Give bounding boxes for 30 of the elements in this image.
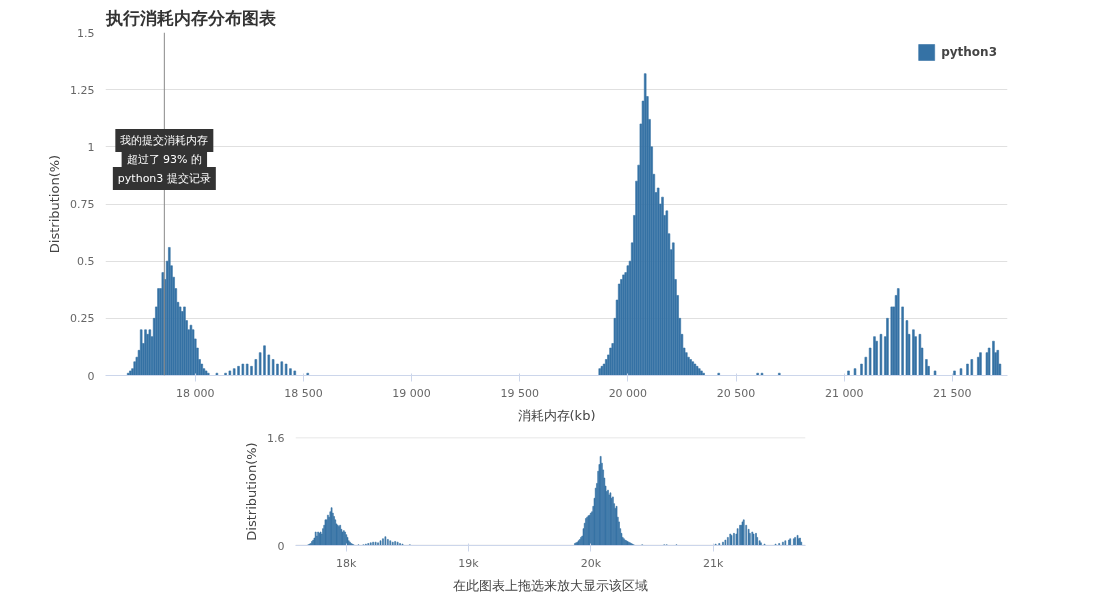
y-tick-label: 0: [277, 539, 285, 553]
x-axis-title: 消耗内存(kb): [517, 407, 596, 423]
x-tick-label: 21 000: [824, 386, 864, 400]
y-tick-label: 1: [87, 140, 95, 154]
y-axis-title: Distribution(%): [47, 154, 63, 254]
x-tick-label: 20k: [580, 556, 602, 570]
x-axis-title: 在此图表上拖选来放大显示该区域: [453, 577, 648, 593]
y-tick-label: 0.5: [77, 255, 95, 269]
x-tick-label: 19k: [458, 556, 480, 570]
y-tick-label: 0.75: [70, 198, 95, 211]
chart-title: 执行消耗内存分布图表: [104, 7, 277, 28]
y-tick-label: 0.25: [70, 312, 95, 326]
x-tick-label: 18k: [336, 556, 358, 570]
legend-label: python3: [941, 45, 997, 59]
annotation: 我的提交消耗内存: [120, 133, 209, 147]
y-tick-label: 0: [87, 369, 95, 383]
x-tick-label: 20 000: [608, 386, 648, 400]
y-axis-title: Distribution(%): [244, 442, 260, 541]
x-tick-label: 21 500: [933, 386, 972, 400]
annotation: 超过了 93% 的: [126, 152, 203, 166]
x-tick-label: 21k: [702, 556, 724, 570]
y-tick-label: 1.25: [70, 83, 95, 97]
x-tick-label: 19 500: [500, 386, 539, 400]
y-tick-label: 1.6: [267, 431, 285, 445]
annotation: python3 提交记录: [117, 171, 211, 185]
x-tick-label: 18 000: [176, 386, 215, 400]
x-tick-label: 20 500: [716, 386, 756, 400]
x-tick-label: 18 500: [284, 386, 323, 400]
x-tick-label: 19 000: [392, 386, 431, 400]
y-tick-label: 1.5: [77, 26, 95, 40]
